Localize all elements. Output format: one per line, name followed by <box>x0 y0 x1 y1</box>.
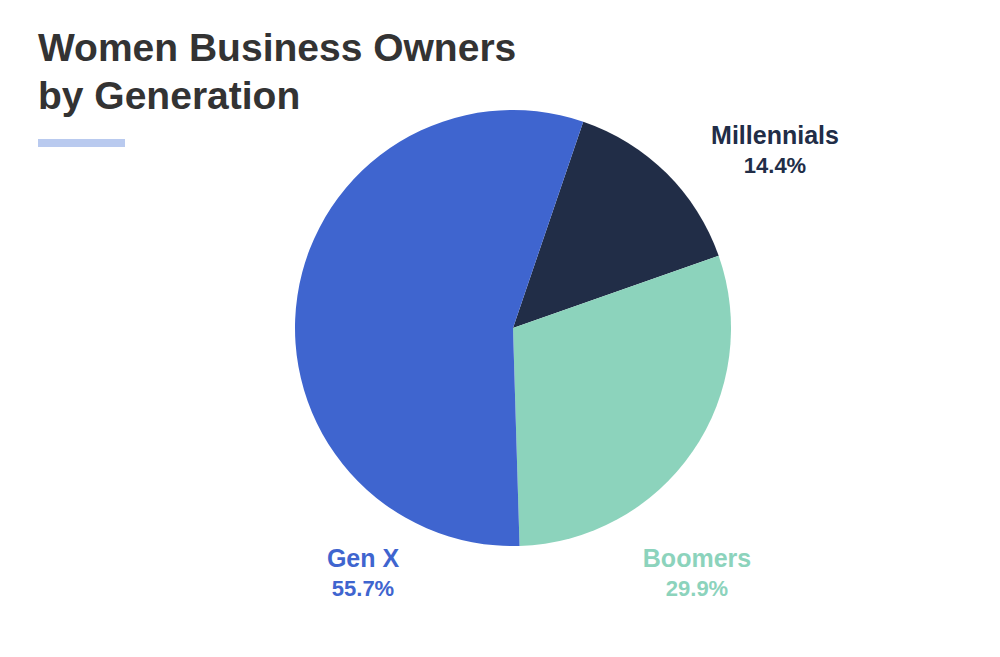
data-label: 29.9% <box>666 576 728 601</box>
chart: Women Business Owners by Generation Millen… <box>0 0 1000 657</box>
pie <box>295 110 731 546</box>
pie-slice <box>513 256 731 546</box>
data-label: 55.7% <box>332 576 394 601</box>
slice-label: Gen X <box>327 544 400 572</box>
title: Women Business Owners by Generation <box>38 26 516 117</box>
labels: Millennials 14.4% Boomers 29.9% Gen X 55.7% <box>327 121 839 601</box>
title-line: Women Business Owners <box>38 26 516 69</box>
title-line: by Generation <box>38 74 300 117</box>
pie-slice <box>295 110 583 546</box>
slice-label: Millennials <box>711 121 839 149</box>
data-label: 14.4% <box>744 153 806 178</box>
title-underline <box>38 139 125 147</box>
slice-label: Boomers <box>643 544 751 572</box>
